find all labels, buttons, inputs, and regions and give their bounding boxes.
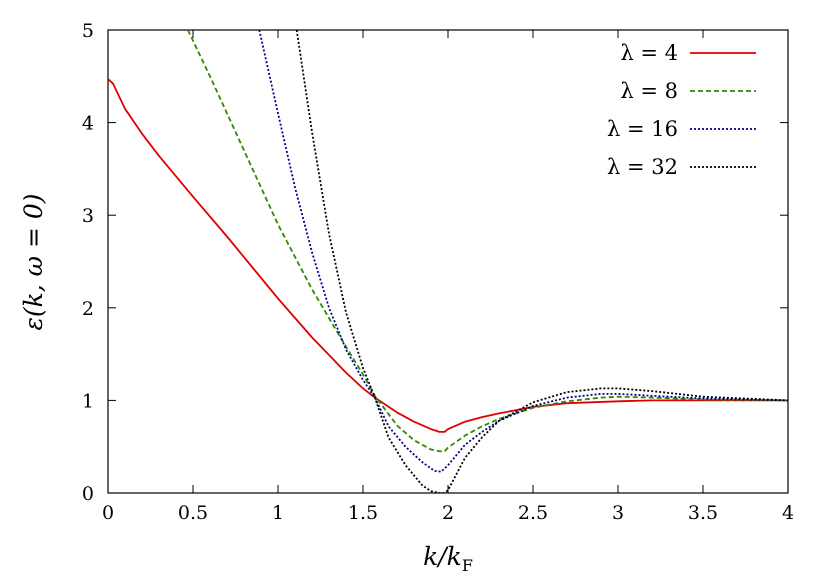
legend-label: λ = 16: [607, 117, 678, 141]
y-tick-label: 5: [82, 20, 94, 42]
x-tick-label: 3: [612, 502, 624, 524]
x-axis-label: k/kF: [423, 542, 473, 575]
y-tick-label: 0: [82, 483, 94, 505]
plot-frame: [107, 29, 789, 494]
x-tick-label: 2: [442, 502, 454, 524]
legend-label: λ = 4: [620, 41, 678, 65]
legend-label: λ = 32: [607, 155, 678, 179]
x-tick-label: 3.5: [688, 502, 718, 524]
x-tick-label: 1: [272, 502, 284, 524]
series-lines: [108, 30, 788, 493]
legend: λ = 4 λ = 8 λ = 16 λ = 32: [607, 41, 756, 179]
y-tick-label: 3: [82, 205, 94, 227]
x-tick-label: 0.5: [178, 502, 208, 524]
y-tick-label: 1: [82, 390, 94, 412]
x-tick-label: 4: [782, 502, 794, 524]
y-tick-label: 4: [82, 113, 94, 135]
x-tick-label: 2.5: [518, 502, 548, 524]
y-axis-label: ε(k, ω = 0): [19, 193, 48, 330]
legend-label: λ = 8: [620, 79, 678, 103]
y-tick-label: 2: [82, 298, 94, 320]
x-tick-label: 1.5: [348, 502, 378, 524]
series-line-2: [258, 30, 788, 473]
series-line-3: [295, 30, 788, 493]
axis-ticks: 0 0.5 1 1.5 2 2.5 3 3.5 4 0 1 2 3 4 5: [82, 20, 794, 524]
series-line-0: [108, 78, 788, 433]
x-tick-label: 0: [102, 502, 114, 524]
series-line-1: [187, 30, 788, 453]
